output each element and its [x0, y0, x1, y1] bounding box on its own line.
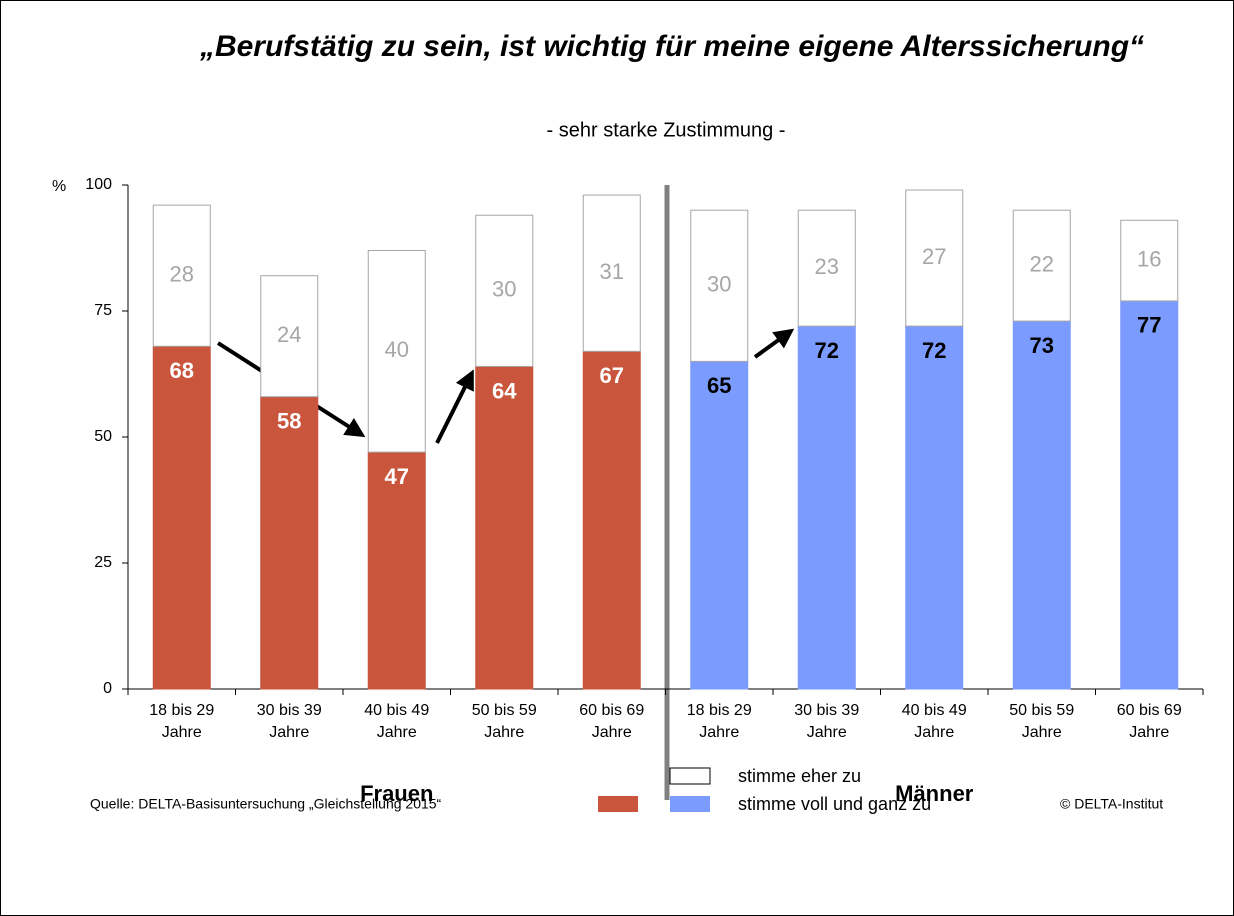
- bar-segment: [475, 214, 534, 367]
- x-tick-label: 18 bis 29 Jahre: [149, 702, 215, 741]
- bar-segment: [905, 189, 964, 327]
- value-label: 47: [385, 464, 409, 489]
- bar-segment: [690, 209, 749, 362]
- value-label: 27: [922, 244, 946, 269]
- x-tick-label: 30 bis 39 Jahre: [794, 702, 860, 741]
- y-tick-label: 100: [85, 176, 112, 193]
- copyright: © DELTA-Institut: [1060, 796, 1163, 812]
- bar-segment: [582, 194, 641, 352]
- x-tick-label: 40 bis 49 Jahre: [364, 702, 430, 741]
- value-label: 67: [600, 363, 624, 388]
- value-label: 24: [277, 322, 301, 347]
- y-tick-label: 25: [94, 554, 112, 571]
- value-label: 28: [170, 262, 194, 287]
- bar-segment: [367, 250, 426, 453]
- bar-segment: [582, 350, 641, 690]
- legend-swatch: [670, 796, 710, 812]
- legend-label: stimme eher zu: [738, 766, 861, 786]
- chart-title: „Berufstätig zu sein, ist wichtig für me…: [199, 30, 1144, 63]
- value-label: 72: [815, 338, 839, 363]
- x-tick-label: 40 bis 49 Jahre: [901, 702, 967, 741]
- bar-segment: [1012, 209, 1071, 322]
- legend-swatch: [598, 796, 638, 812]
- value-label: 30: [707, 272, 731, 297]
- x-tick-label: 60 bis 69 Jahre: [1116, 702, 1182, 741]
- bar-segment: [1120, 300, 1179, 690]
- bar-segment: [690, 360, 749, 690]
- value-label: 23: [815, 254, 839, 279]
- bar-segment: [152, 345, 211, 690]
- bar-segment: [260, 396, 319, 690]
- y-unit: %: [52, 178, 66, 195]
- x-tick-label: 18 bis 29 Jahre: [686, 702, 752, 741]
- legend-label: stimme voll und ganz zu: [738, 794, 931, 814]
- source: Quelle: DELTA-Basisuntersuchung „Gleichs…: [90, 796, 442, 812]
- bar-segment: [475, 365, 534, 690]
- value-label: 30: [492, 277, 516, 302]
- value-label: 73: [1030, 333, 1054, 358]
- y-tick-label: 0: [103, 680, 112, 697]
- value-label: 64: [492, 378, 517, 403]
- value-label: 16: [1137, 246, 1161, 271]
- arrow: [435, 369, 474, 444]
- chart-subtitle: - sehr starke Zustimmung -: [547, 119, 786, 141]
- bar-segment: [260, 275, 319, 398]
- value-label: 72: [922, 338, 946, 363]
- y-tick-label: 75: [94, 302, 112, 319]
- arrow: [753, 328, 795, 359]
- value-label: 31: [600, 259, 624, 284]
- bar-segment: [152, 204, 211, 347]
- value-label: 65: [707, 373, 731, 398]
- value-label: 22: [1030, 251, 1054, 276]
- y-tick-label: 50: [94, 428, 112, 445]
- value-label: 40: [385, 337, 409, 362]
- group-label: Frauen: [360, 781, 433, 806]
- bar-segment: [1012, 320, 1071, 690]
- bar-segment: [1120, 219, 1179, 302]
- value-label: 58: [277, 408, 301, 433]
- value-label: 68: [170, 358, 194, 383]
- value-label: 77: [1137, 313, 1161, 338]
- bar-segment: [797, 325, 856, 690]
- bar-segment: [367, 451, 426, 690]
- x-tick-label: 50 bis 59 Jahre: [471, 702, 537, 741]
- x-tick-label: 30 bis 39 Jahre: [256, 702, 322, 741]
- x-tick-label: 60 bis 69 Jahre: [579, 702, 645, 741]
- bar-segment: [905, 325, 964, 690]
- group-label: Männer: [895, 781, 974, 806]
- x-tick-label: 50 bis 59 Jahre: [1009, 702, 1075, 741]
- legend-swatch: [669, 767, 711, 785]
- bar-segment: [797, 209, 856, 327]
